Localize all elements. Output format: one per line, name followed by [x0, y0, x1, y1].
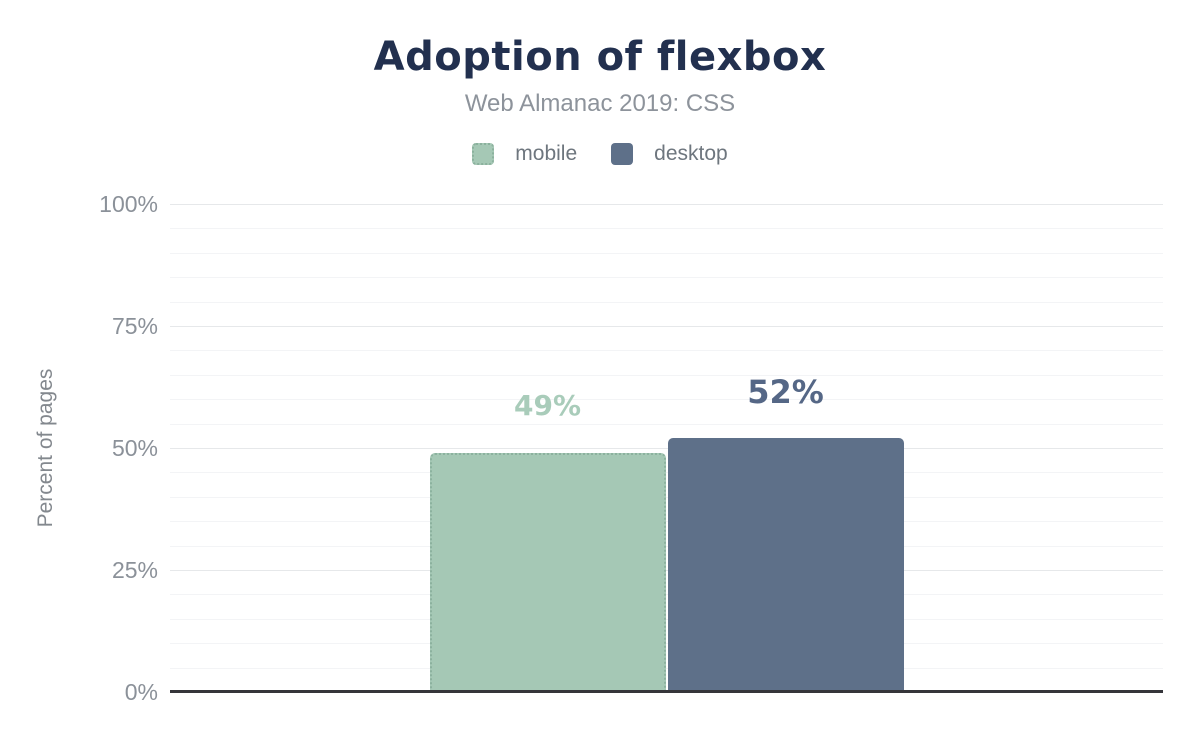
gridline-80 — [170, 301, 1163, 303]
y-tick-75: 75% — [111, 313, 158, 339]
legend: mobile desktop — [0, 142, 1200, 166]
gridline-85 — [170, 277, 1163, 279]
gridline-100 — [170, 204, 1163, 205]
gridline-50 — [170, 448, 1163, 449]
x-axis-line — [170, 690, 1163, 693]
bar-value-label-mobile: 49% — [513, 388, 582, 422]
gridline-95 — [170, 228, 1163, 230]
y-tick-25: 25% — [111, 557, 158, 583]
legend-label-mobile: mobile — [515, 142, 578, 165]
gridline-55 — [170, 423, 1163, 425]
gridline-70 — [170, 350, 1163, 352]
plot-area: 49% 52% — [170, 204, 1163, 693]
legend-item-desktop[interactable]: desktop — [611, 142, 728, 166]
desktop-series-swatch — [611, 143, 634, 165]
legend-item-mobile[interactable]: mobile — [472, 142, 577, 166]
mobile-series-swatch — [472, 143, 495, 165]
gridline-65 — [170, 374, 1163, 376]
bar-mobile[interactable] — [429, 452, 666, 692]
bar-desktop[interactable] — [667, 438, 904, 692]
gridline-35 — [170, 521, 1163, 523]
legend-label-desktop: desktop — [654, 142, 728, 165]
gridline-30 — [170, 545, 1163, 547]
gridline-25 — [170, 570, 1163, 571]
gridline-75 — [170, 326, 1163, 327]
gridline-5 — [170, 667, 1163, 669]
gridline-45 — [170, 472, 1163, 474]
chart-subtitle: Web Almanac 2019: CSS — [464, 90, 736, 117]
gridline-15 — [170, 618, 1163, 620]
gridline-20 — [170, 594, 1163, 596]
y-tick-100: 100% — [99, 191, 158, 217]
y-tick-50: 50% — [111, 435, 158, 461]
bar-value-label-desktop: 52% — [747, 373, 824, 412]
gridline-10 — [170, 643, 1163, 645]
gridline-40 — [170, 496, 1163, 498]
gridline-90 — [170, 252, 1163, 254]
y-tick-0: 0% — [124, 679, 158, 705]
chart-title: Adoption of flexbox — [373, 34, 827, 80]
gridline-60 — [170, 399, 1163, 401]
